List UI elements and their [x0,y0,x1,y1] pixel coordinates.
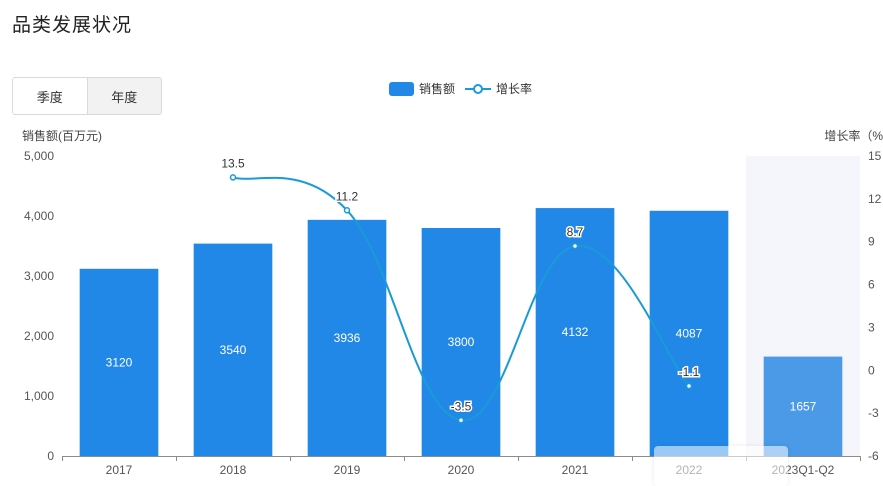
x-tick-label: 2019 [334,463,361,477]
x-tick-label: 2018 [220,463,247,477]
year-toggle-button[interactable]: 年度 [86,78,161,114]
y2-tick-label: -6 [868,449,879,463]
bar-value-label: 3936 [334,331,361,345]
growth-rate-point [457,417,465,424]
legend-sales-label: 销售额 [419,82,456,96]
growth-rate-point [229,174,237,181]
legend-item-sales[interactable]: 销售额 [389,80,455,97]
growth-rate-point [343,207,351,214]
tooltip-ghost [654,446,788,486]
quarter-toggle-button[interactable]: 季度 [13,78,87,114]
y-tick-label: 3,000 [24,269,54,283]
legend-item-growth[interactable]: 增长率 [465,80,532,97]
growth-rate-point [685,382,693,390]
y2-axis-title: 增长率（% [824,129,883,143]
y-tick-label: 2,000 [24,329,54,343]
bar-value-label: 3120 [106,355,133,369]
legend-bar-swatch [389,81,414,96]
growth-rate-label: 8.7 [567,225,584,239]
y2-tick-label: 3 [868,320,875,334]
chart-legend: 销售额 增长率 [389,80,532,97]
y-tick-label: 1,000 [24,389,54,403]
bar-value-label: 3540 [220,343,247,357]
bar [307,219,387,456]
y2-tick-label: 0 [868,363,875,377]
bar-value-label: 1657 [790,399,817,413]
y2-tick-label: 12 [868,192,882,206]
y2-tick-label: 9 [868,235,875,249]
x-tick-label: 2021 [562,463,589,477]
growth-rate-label: 13.5 [221,156,245,170]
bar [79,268,159,456]
legend-growth-label: 增长率 [496,82,533,96]
y2-tick-label: 15 [868,149,882,163]
y-tick-label: 4,000 [24,209,54,223]
y2-tick-label: 6 [868,278,875,292]
page-title: 品类发展状况 [12,15,133,36]
growth-rate-label: -3.5 [451,399,472,413]
y-tick-label: 0 [47,449,54,463]
bar [649,210,729,456]
growth-rate-label: 11.2 [336,189,359,203]
growth-rate-line [232,176,690,422]
bar-value-label: 4132 [562,325,589,339]
period-toggle: 季度 年度 [12,77,162,115]
bar-value-label: 3800 [448,335,475,349]
growth-rate-point [571,242,579,250]
bar [763,356,843,456]
y-tick-label: 5,000 [24,149,54,163]
bar [193,243,273,456]
bar-value-label: 4087 [676,326,703,340]
x-tick-label: 2017 [106,463,133,477]
x-tick-label: 2020 [448,463,475,477]
bar [535,208,615,456]
y-axis-title: 销售额(百万元) [22,129,102,143]
legend-line-swatch [465,83,492,94]
y2-tick-label: -3 [868,406,879,420]
growth-rate-label: -1.1 [679,365,700,379]
